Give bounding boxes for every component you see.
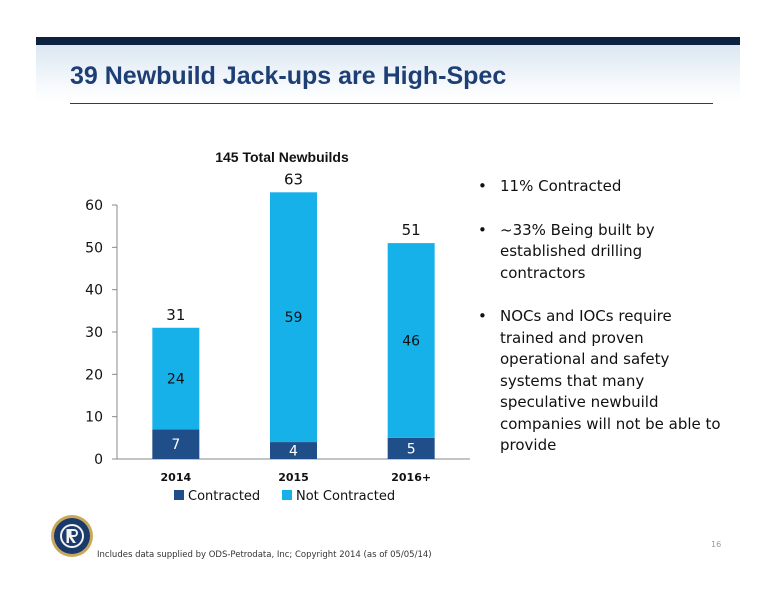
title-rule — [70, 103, 713, 104]
bullet-text: 11% Contracted — [500, 177, 622, 195]
chart-title: 145 Total Newbuilds — [215, 149, 349, 165]
bullet-item: • NOCs and IOCs require trained and prove… — [478, 306, 728, 457]
bullet-icon: • — [478, 220, 487, 239]
legend-swatch — [282, 490, 292, 500]
bar-segment — [270, 192, 317, 443]
y-tick-label: 10 — [85, 410, 103, 426]
data-label: 5 — [407, 441, 416, 457]
y-tick-label: 0 — [94, 452, 103, 468]
x-tick-label: 2014 — [161, 471, 192, 484]
total-label: 63 — [284, 170, 303, 188]
bar-segment — [387, 243, 435, 438]
slide-title: 39 Newbuild Jack-ups are High-Spec — [70, 62, 507, 90]
bullet-item: • 11% Contracted — [478, 176, 728, 198]
bar-segment — [152, 429, 200, 459]
bullet-text: ~33% Being built by established drilling… — [500, 220, 655, 282]
data-label: 7 — [171, 437, 180, 453]
x-tick-label: 2015 — [278, 471, 309, 484]
data-label: 59 — [285, 310, 303, 326]
bullet-item: • ~33% Being built by established drillin… — [478, 220, 728, 285]
legend-swatch — [174, 490, 184, 500]
company-seal-logo — [51, 515, 93, 557]
total-label: 51 — [402, 221, 421, 239]
bullet-icon: • — [478, 177, 487, 195]
data-label: 46 — [402, 333, 420, 349]
bullet-text: NOCs and IOCs require trained and proven… — [500, 307, 721, 454]
page-number: 16 — [711, 540, 722, 549]
y-tick-label: 40 — [85, 283, 103, 299]
bar-segment — [152, 327, 200, 430]
title-band — [36, 45, 740, 103]
y-tick-label: 50 — [85, 240, 103, 256]
total-label: 31 — [166, 306, 185, 324]
data-label: 4 — [289, 444, 298, 460]
bullet-icon: • — [478, 307, 487, 325]
data-label: 24 — [167, 372, 185, 388]
y-tick-label: 60 — [85, 198, 103, 214]
legend-label: Contracted — [188, 489, 260, 504]
legend-label: Not Contracted — [296, 489, 395, 504]
y-tick-label: 20 — [85, 367, 103, 383]
x-tick-label: 2016+ — [391, 471, 431, 484]
bar-segment — [270, 442, 317, 459]
bar-segment — [387, 437, 435, 459]
y-tick-label: 30 — [85, 325, 103, 341]
bullet-list: • 11% Contracted • ~33% Being built by est… — [478, 176, 728, 479]
footnote: Includes data supplied by ODS-Petrodata,… — [97, 550, 432, 560]
top-bar — [36, 37, 740, 45]
